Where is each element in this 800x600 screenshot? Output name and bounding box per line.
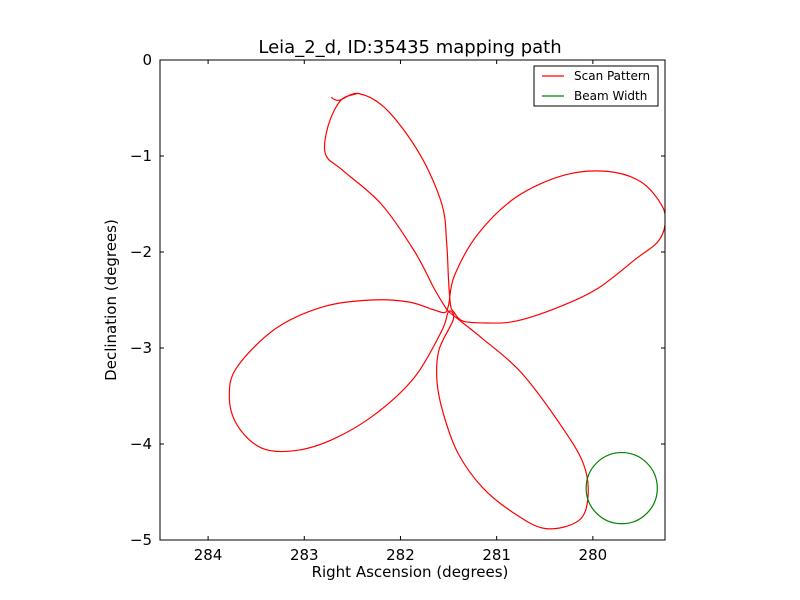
x-tick-label: 283 — [290, 546, 319, 564]
x-tick-label: 281 — [482, 546, 511, 564]
chart-title: Leia_2_d, ID:35435 mapping path — [258, 37, 561, 58]
x-axis-label: Right Ascension (degrees) — [312, 563, 509, 581]
x-tick-label: 280 — [579, 546, 608, 564]
y-tick-label: −2 — [130, 243, 152, 261]
axes-frame — [159, 59, 666, 541]
scan-pattern-line — [228, 92, 665, 530]
legend-label: Scan Pattern — [574, 69, 650, 83]
y-tick-label: 0 — [142, 51, 152, 69]
legend-box — [533, 65, 659, 107]
y-axis-label: Declination (degrees) — [102, 219, 120, 381]
y-tick-label: −4 — [130, 435, 152, 453]
y-tick-label: −3 — [130, 339, 152, 357]
legend-label: Beam Width — [574, 89, 647, 103]
axis-ticks: 284 283 282 281 280 0 −1 −2 −3 −4 −5 — [130, 51, 665, 564]
plot-area — [228, 92, 665, 530]
x-tick-label: 284 — [194, 546, 223, 564]
y-tick-label: −5 — [130, 531, 152, 549]
y-tick-label: −1 — [130, 147, 152, 165]
beam-width-circle — [585, 451, 658, 525]
x-tick-label: 282 — [386, 546, 415, 564]
legend: Scan Pattern Beam Width — [533, 65, 659, 107]
